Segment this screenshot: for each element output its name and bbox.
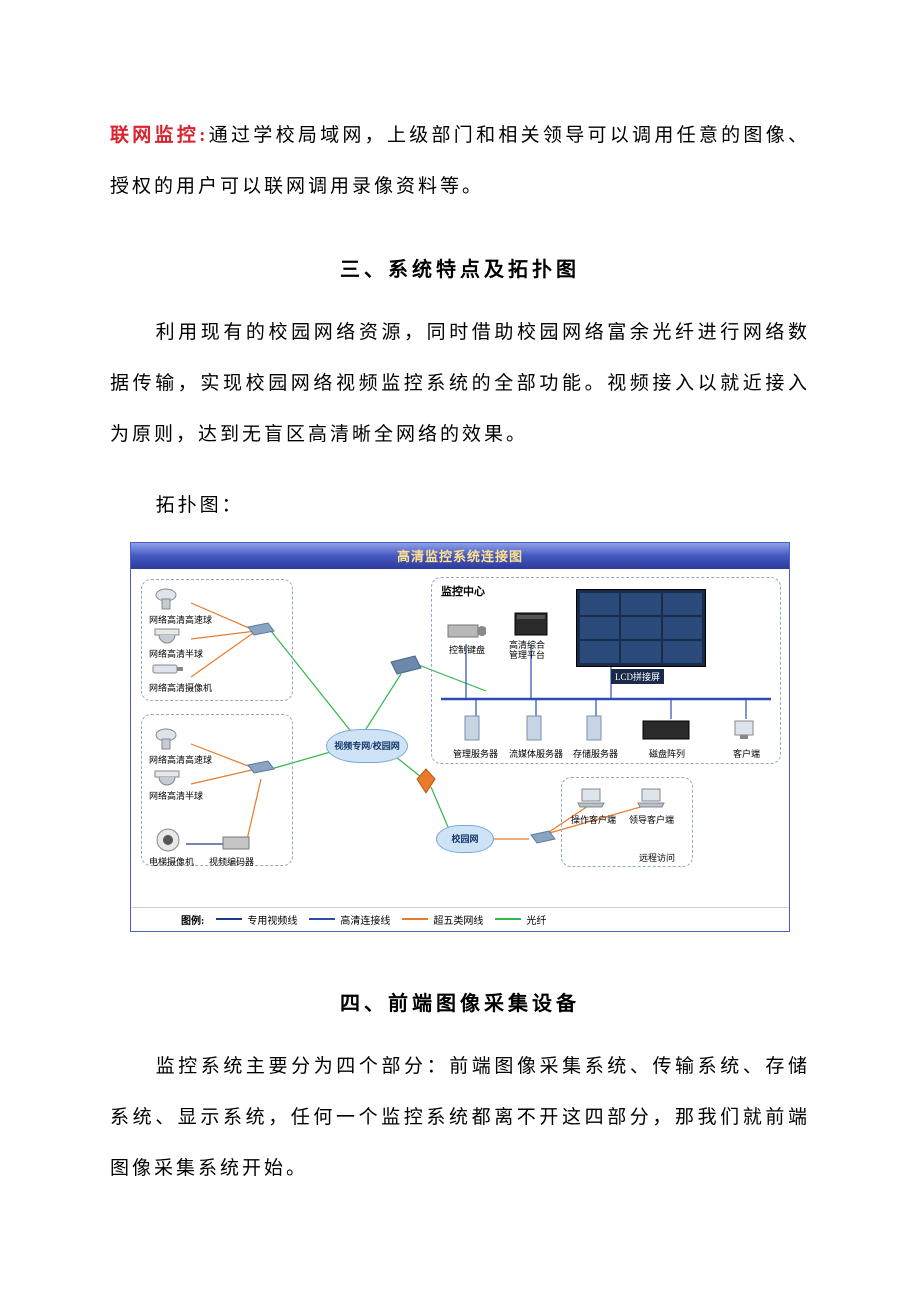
legend-item: 超五类网线 <box>402 912 483 927</box>
label-elevator: 电梯摄像机 <box>149 855 194 868</box>
elevator-camera-icon <box>155 827 181 853</box>
label-monitoring-center: 监控中心 <box>441 583 485 599</box>
text-networked: 通过学校局域网，上级部门和相关领导可以调用任意的图像、授权的用户可以联网调用录像… <box>110 125 810 197</box>
label-keyboard: 控制键盘 <box>449 643 485 656</box>
label-platform: 高清综合 管理平台 <box>509 641 545 661</box>
core-switch-icon <box>389 654 423 678</box>
label-leader-client: 领导客户端 <box>629 813 674 826</box>
platform-icon <box>511 609 551 639</box>
label-client: 客户端 <box>733 747 760 760</box>
label-storage-server: 存储服务器 <box>573 747 618 760</box>
laptop-icon-1 <box>576 787 606 811</box>
laptop-icon-2 <box>636 787 666 811</box>
legend-label: 图例: <box>181 912 204 927</box>
para-networked-monitoring: 联网监控:通过学校局域网，上级部门和相关领导可以调用任意的图像、授权的用户可以联… <box>110 110 810 213</box>
label-dome2: 网络高清高速球 <box>149 753 212 766</box>
switch-icon-3 <box>529 829 557 847</box>
disk-array-icon <box>641 719 691 741</box>
heading-section-4: 四、前端图像采集设备 <box>110 987 810 1016</box>
label-op-client: 操作客户端 <box>571 813 616 826</box>
label-camera1: 网络高清摄像机 <box>149 681 212 694</box>
lcd-wall-icon <box>576 589 706 667</box>
label-encoder: 视频编码器 <box>209 855 254 868</box>
heading-section-3: 三、系统特点及拓扑图 <box>110 253 810 282</box>
legend-item: 光纤 <box>495 912 546 927</box>
dome-camera-icon-2 <box>151 727 181 755</box>
server-icon-1 <box>459 714 485 744</box>
half-dome-icon-2 <box>153 769 181 789</box>
document-page: www.bd x.c 联网监控:通过学校局域网，上级部门和相关领导可以调用任意的… <box>0 0 920 1302</box>
client-icon <box>731 717 757 743</box>
label-remote: 远程访问 <box>639 851 675 864</box>
legend-item: 高清连接线 <box>309 912 390 927</box>
server-icon-3 <box>581 714 607 744</box>
keyboard-icon <box>446 619 486 641</box>
label-networked: 联网监控: <box>110 125 208 146</box>
para-section4-body: 监控系统主要分为四个部分：前端图像采集系统、传输系统、存储系统、显示系统，任何一… <box>110 1041 810 1195</box>
topology-diagram-wrap: 高清监控系统连接图 <box>130 542 810 932</box>
diagram-legend: 图例: 专用视频线 高清连接线 超五类网线 光纤 <box>131 907 789 931</box>
diagram-title: 高清监控系统连接图 <box>131 543 789 569</box>
bullet-camera-icon <box>149 661 185 679</box>
diagram-body: 网络高清高速球 网络高清半球 网络高清摄像机 网络高清高速球 网络高清半球 电梯… <box>131 569 789 907</box>
switch-icon-2 <box>246 759 276 779</box>
label-topology: 拓扑图： <box>110 480 810 531</box>
dome-camera-icon <box>151 587 181 615</box>
cloud-video-net: 视频专网/校园网 <box>326 729 408 763</box>
label-mgmt-server: 管理服务器 <box>453 747 498 760</box>
topology-diagram: 高清监控系统连接图 <box>130 542 790 932</box>
label-halfdome2: 网络高清半球 <box>149 789 203 802</box>
label-stream-server: 流媒体服务器 <box>509 747 563 760</box>
label-disk-array: 磁盘阵列 <box>649 747 685 760</box>
label-lcd: LCD拼接屏 <box>611 669 664 684</box>
label-dome1: 网络高清高速球 <box>149 613 212 626</box>
switch-icon <box>246 621 276 641</box>
legend-item: 专用视频线 <box>216 912 297 927</box>
label-halfdome1: 网络高清半球 <box>149 647 203 660</box>
encoder-icon <box>221 835 251 851</box>
half-dome-icon <box>153 627 181 647</box>
para-section3-body: 利用现有的校园网络资源，同时借助校园网络富余光纤进行网络数据传输，实现校园网络视… <box>110 307 810 461</box>
firewall-icon <box>415 767 437 795</box>
server-icon-2 <box>521 714 547 744</box>
cloud-campus-net: 校园网 <box>436 825 494 853</box>
